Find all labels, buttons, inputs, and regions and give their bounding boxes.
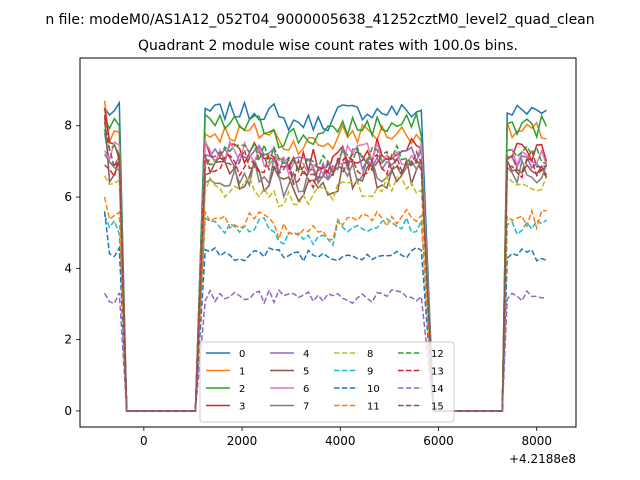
legend-label: 8 [367, 349, 373, 360]
x-tick-label: 8000 [521, 434, 552, 448]
x-tick-label: 6000 [423, 434, 454, 448]
legend-label: 9 [367, 367, 373, 378]
y-tick-label: 0 [64, 404, 72, 418]
legend-label: 14 [431, 384, 444, 395]
y-tick-label: 4 [64, 261, 72, 275]
series-lines [103, 100, 548, 412]
legend-box [199, 341, 455, 423]
legend-label: 15 [431, 402, 444, 413]
legend-label: 12 [431, 349, 444, 360]
legend-label: 6 [303, 384, 309, 395]
legend-label: 7 [303, 402, 309, 413]
legend-label: 5 [303, 367, 309, 378]
legend-label: 11 [367, 402, 380, 413]
legend-label: 1 [239, 367, 245, 378]
x-tick-label: 2000 [227, 434, 258, 448]
x-tick-label: 0 [140, 434, 148, 448]
y-tick-label: 6 [64, 190, 72, 204]
legend-label: 10 [367, 384, 380, 395]
legend-label: 0 [239, 349, 245, 360]
figure-suptitle: n file: modeM0/AS1A12_052T04_9000005638_… [45, 12, 594, 28]
legend-label: 4 [303, 349, 309, 360]
series-line-15 [103, 122, 547, 412]
chart-title: Quadrant 2 module wise count rates with … [138, 38, 518, 54]
legend-label: 13 [431, 367, 444, 378]
y-tick-label: 8 [64, 119, 72, 133]
legend-label: 2 [239, 384, 245, 395]
legend-label: 3 [239, 402, 245, 413]
x-offset-label: +4.2188e8 [509, 452, 576, 466]
x-tick-label: 4000 [325, 434, 356, 448]
y-tick-label: 2 [64, 333, 72, 347]
x-axis: 0 2000 4000 6000 8000 [140, 427, 552, 448]
y-axis: 0 2 4 6 8 [64, 119, 80, 418]
